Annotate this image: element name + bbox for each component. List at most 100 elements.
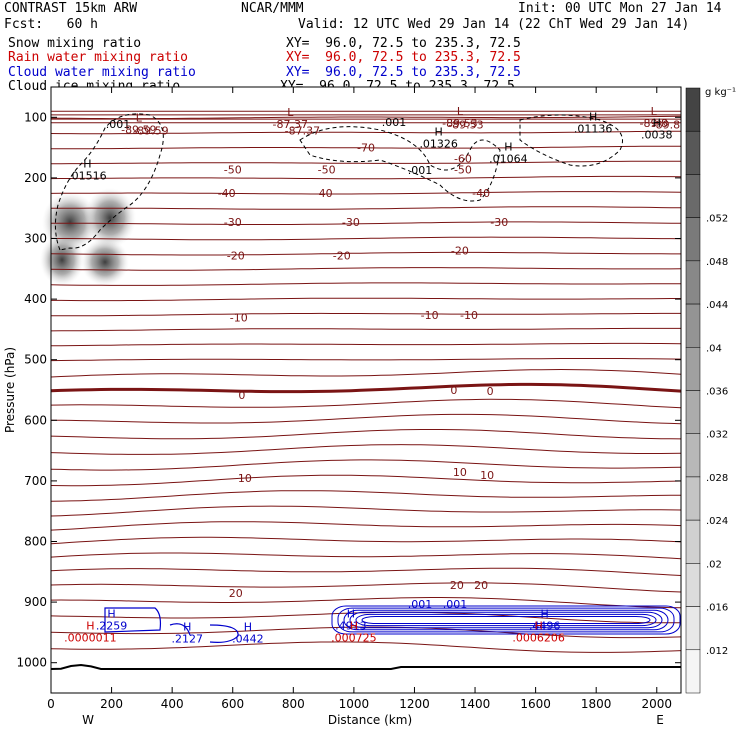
y-tick-label: 700 <box>24 474 47 488</box>
marker-value: -89.53 <box>442 117 477 130</box>
marker-value: .01136 <box>574 122 613 135</box>
colorbar-swatch <box>685 606 701 651</box>
x-tick-label: 1400 <box>460 697 491 711</box>
isotherm-line <box>51 160 681 165</box>
cloud-water-contour <box>337 607 675 633</box>
isotherm-label: -20 <box>227 249 245 262</box>
x-tick-label: 0 <box>47 697 55 711</box>
isotherm-label: -60 <box>454 153 472 166</box>
colorbar-swatch <box>685 217 701 262</box>
isotherm-line <box>50 429 682 440</box>
isotherm-line <box>50 597 682 609</box>
marker-value: .4913 <box>335 619 367 632</box>
colorbar-swatch <box>685 476 701 521</box>
marker-value: .01326 <box>419 137 458 150</box>
colorbar-swatch <box>685 174 701 218</box>
marker-value: .0038 <box>641 128 673 141</box>
isotherm-label: 0 <box>450 384 457 397</box>
colorbar-swatch <box>685 260 701 305</box>
marker-value: .2127 <box>172 633 204 646</box>
marker-H: H <box>350 619 358 632</box>
x-tick-label: 200 <box>100 697 123 711</box>
isotherm-line <box>50 567 682 576</box>
marker-value: .0442 <box>232 633 264 646</box>
colorbar-tick-label: .016 <box>706 603 728 614</box>
isotherm-line <box>50 130 681 135</box>
isotherm-label: -87.37 <box>285 125 320 138</box>
cloud-ice-label: .001 <box>106 118 131 131</box>
isotherm-label: -20 <box>333 249 351 262</box>
cloud-water-contour <box>169 623 239 643</box>
isotherm-label: -70 <box>357 142 375 155</box>
isotherm-line <box>50 413 682 425</box>
marker-H: H <box>541 607 549 620</box>
snow-shading <box>81 238 129 286</box>
isotherm-line <box>50 175 682 180</box>
y-tick-label: 600 <box>24 413 47 427</box>
cloud-ice-label: .001 <box>443 598 468 611</box>
cloud-water-contour <box>355 613 657 627</box>
marker-H: H <box>244 621 252 634</box>
x-tick-label: 1600 <box>520 697 551 711</box>
isotherm-label: 20 <box>450 579 464 592</box>
isotherm-line <box>50 521 682 531</box>
isotherm-label: 10 <box>238 472 252 485</box>
field-cloudwater-xy: XY= 96.0, 72.5 to 235.3, 72.5 <box>286 65 521 80</box>
colorbar-tick-label: .048 <box>706 257 728 268</box>
isotherm-label: 10 <box>453 466 467 479</box>
isotherm-line <box>51 221 682 225</box>
isotherm-label: -30 <box>342 216 360 229</box>
isotherm-label: -50 <box>454 163 472 176</box>
field-snow-xy: XY= 96.0, 72.5 to 235.3, 72.5 <box>286 36 521 51</box>
marker-value: -89.59 <box>121 124 156 137</box>
cloud-water-contour <box>104 607 162 633</box>
isotherm-line <box>50 552 682 560</box>
x-end-east: E <box>656 713 664 727</box>
marker-value: .0006206 <box>512 631 565 644</box>
marker-H: H <box>183 621 191 634</box>
isotherm-label: -40 <box>218 187 236 200</box>
colorbar-tick-label: .028 <box>706 473 728 484</box>
isotherm-line <box>50 191 682 195</box>
marker-H: H <box>589 110 597 123</box>
marker-value: -87.37 <box>273 118 308 131</box>
colorbar-swatch <box>685 649 701 694</box>
chart-title: CONTRAST 15km ARW <box>4 1 138 16</box>
colorbar-tick-label: .052 <box>706 214 728 225</box>
isotherm-line <box>50 368 682 378</box>
isotherm-line <box>50 358 682 362</box>
isotherm-label: -30 <box>224 216 242 229</box>
colorbar-tick-label: .012 <box>706 646 728 657</box>
isotherm-line <box>50 505 682 517</box>
colorbar-units: g kg⁻¹ <box>705 87 736 98</box>
isotherm-label: -89.53 <box>448 119 483 132</box>
isotherm-line <box>51 145 681 150</box>
y-tick-label: 900 <box>24 595 47 609</box>
cloud-ice-label: .001 <box>408 164 433 177</box>
marker-H: H <box>435 125 443 138</box>
colorbar-tick-label: .024 <box>706 516 728 527</box>
isotherm-line <box>50 251 681 256</box>
isotherm-line <box>50 626 682 639</box>
marker-L: L <box>287 106 294 119</box>
isotherm-label: -40 <box>472 187 490 200</box>
isotherm-label: -20 <box>451 245 469 258</box>
marker-H: H <box>107 607 115 620</box>
cloud-ice-label: .001 <box>408 598 433 611</box>
y-tick-label: 800 <box>24 535 47 549</box>
isotherm-line <box>50 459 682 471</box>
marker-value: .4496 <box>529 619 561 632</box>
isotherm-label: -50 <box>318 163 336 176</box>
colorbar-swatch <box>685 519 701 564</box>
isotherm-label: -30 <box>490 216 508 229</box>
isotherm-label: -10 <box>460 309 478 322</box>
y-tick-label: 400 <box>24 292 47 306</box>
colorbar-swatch <box>685 563 701 607</box>
isotherm-line <box>50 641 682 653</box>
field-rain-xy: XY= 96.0, 72.5 to 235.3, 72.5 <box>286 50 521 65</box>
x-tick-label: 600 <box>221 697 244 711</box>
center-label: NCAR/MMM <box>241 1 304 16</box>
x-tick-label: 1800 <box>581 697 612 711</box>
cloud-water-contour <box>343 609 669 631</box>
colorbar-tick-label: .04 <box>706 343 722 354</box>
